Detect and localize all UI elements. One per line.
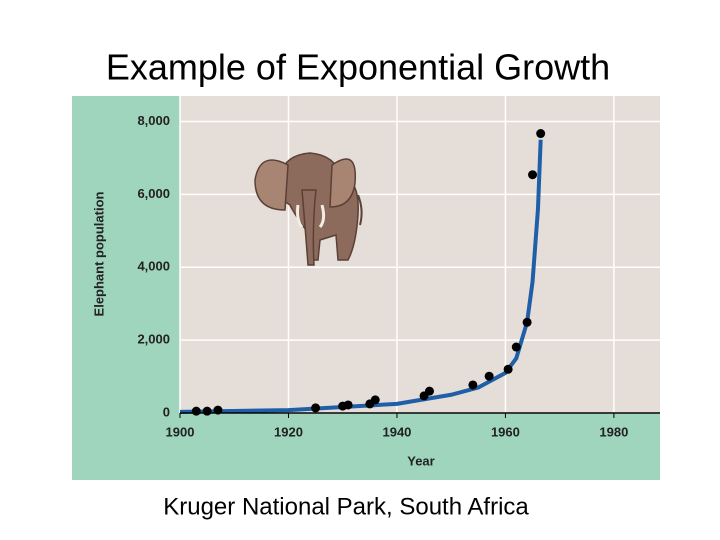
data-point bbox=[468, 380, 478, 390]
y-axis-label: Elephant population bbox=[91, 191, 106, 316]
elephant-illustration bbox=[254, 152, 363, 266]
data-point bbox=[424, 386, 434, 396]
data-point bbox=[191, 406, 201, 416]
plot bbox=[179, 129, 546, 416]
x-tick-label: 1920 bbox=[274, 424, 303, 439]
x-tick-label: 1980 bbox=[599, 424, 628, 439]
x-tick-label: 1960 bbox=[491, 424, 520, 439]
y-tick-label: 4,000 bbox=[137, 259, 170, 274]
data-point bbox=[370, 395, 380, 405]
x-axis-label: Year bbox=[407, 453, 434, 468]
data-point bbox=[343, 400, 353, 410]
x-tick-label: 1900 bbox=[166, 424, 195, 439]
data-point bbox=[511, 342, 521, 352]
data-point bbox=[311, 403, 321, 413]
data-point bbox=[503, 364, 513, 374]
data-point bbox=[202, 406, 212, 416]
slide-title: Example of Exponential Growth bbox=[106, 47, 610, 88]
y-tick-label: 8,000 bbox=[137, 113, 170, 128]
growth-curve bbox=[179, 139, 543, 414]
data-point bbox=[484, 371, 494, 381]
caption: Kruger National Park, South Africa bbox=[163, 493, 529, 520]
y-tick-label: 0 bbox=[163, 404, 170, 419]
plot-area bbox=[180, 96, 660, 413]
data-point bbox=[522, 317, 532, 327]
data-point bbox=[536, 129, 546, 139]
data-point bbox=[528, 170, 538, 180]
x-tick-label: 1940 bbox=[382, 424, 411, 439]
y-tick-label: 6,000 bbox=[137, 186, 170, 201]
y-tick-label: 2,000 bbox=[137, 332, 170, 347]
